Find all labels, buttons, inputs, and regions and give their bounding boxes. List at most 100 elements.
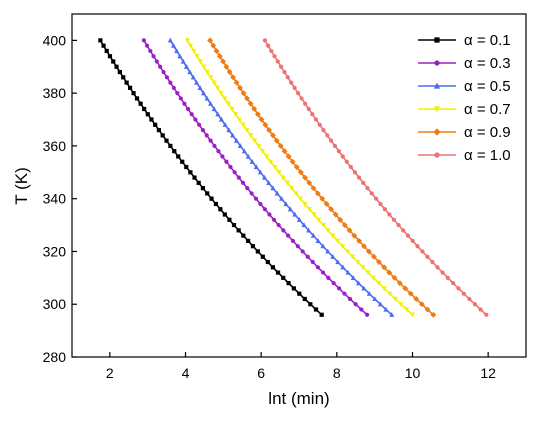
data-point bbox=[306, 106, 311, 112]
data-point bbox=[253, 196, 259, 201]
data-point bbox=[310, 112, 315, 117]
data-point bbox=[233, 137, 240, 143]
data-point bbox=[407, 290, 414, 297]
y-tick-label: 320 bbox=[43, 243, 67, 259]
data-point bbox=[220, 154, 225, 159]
legend-entry: α = 0.5 bbox=[418, 78, 511, 95]
data-point bbox=[404, 307, 410, 313]
legend-label: α = 1.0 bbox=[464, 147, 511, 164]
data-point bbox=[409, 312, 416, 318]
data-point bbox=[253, 164, 259, 170]
data-point bbox=[215, 111, 221, 117]
data-point bbox=[240, 122, 246, 128]
data-point bbox=[218, 91, 224, 96]
data-point bbox=[167, 37, 173, 43]
data-point bbox=[117, 69, 122, 75]
data-point bbox=[310, 232, 316, 238]
data-point bbox=[247, 100, 254, 107]
data-point bbox=[191, 48, 197, 54]
data-point bbox=[204, 95, 210, 101]
data-point bbox=[232, 170, 237, 175]
data-point bbox=[190, 74, 196, 80]
data-point bbox=[215, 85, 221, 91]
data-point bbox=[405, 233, 411, 238]
data-point bbox=[317, 122, 322, 127]
data-point bbox=[236, 175, 241, 180]
axes: 2 4 6 8 10 12 280 300 320 340 360 380 400 bbox=[43, 32, 497, 381]
data-point bbox=[153, 122, 158, 127]
legend-label: α = 0.1 bbox=[464, 32, 511, 49]
data-point bbox=[313, 117, 319, 122]
data-point bbox=[274, 190, 280, 196]
data-point bbox=[223, 63, 230, 70]
data-point bbox=[138, 101, 143, 106]
data-point bbox=[266, 180, 272, 185]
data-point bbox=[306, 179, 313, 186]
data-point bbox=[201, 90, 207, 96]
data-point bbox=[240, 180, 246, 185]
legend-entry: α = 0.3 bbox=[418, 55, 511, 72]
data-point bbox=[366, 290, 372, 296]
data-point bbox=[168, 80, 173, 85]
data-point bbox=[325, 133, 330, 138]
data-point bbox=[276, 222, 281, 228]
data-point bbox=[240, 90, 247, 97]
series-6 bbox=[262, 38, 489, 317]
data-point bbox=[286, 281, 291, 286]
data-point bbox=[295, 244, 300, 249]
data-point bbox=[194, 79, 200, 85]
y-tick-label: 360 bbox=[43, 138, 67, 154]
data-point bbox=[216, 149, 221, 154]
data-point bbox=[208, 75, 214, 81]
data-point bbox=[372, 296, 378, 302]
data-point bbox=[467, 296, 472, 302]
legend-label: α = 0.9 bbox=[464, 124, 511, 141]
data-point bbox=[296, 91, 301, 96]
data-point bbox=[381, 286, 387, 292]
data-point bbox=[345, 249, 351, 255]
legend-swatch-marker bbox=[434, 37, 440, 43]
data-point bbox=[185, 106, 191, 112]
data-point bbox=[268, 159, 274, 165]
data-point bbox=[171, 42, 177, 48]
data-point bbox=[321, 127, 326, 133]
data-point bbox=[233, 79, 240, 86]
data-point bbox=[192, 175, 197, 180]
data-point bbox=[293, 164, 300, 170]
data-point bbox=[204, 133, 209, 138]
data-point bbox=[319, 195, 326, 202]
data-point bbox=[237, 143, 243, 149]
data-point bbox=[302, 201, 308, 207]
data-point bbox=[236, 228, 241, 233]
data-point bbox=[360, 265, 366, 271]
data-point bbox=[401, 228, 406, 233]
data-point bbox=[141, 38, 146, 43]
data-point bbox=[184, 38, 190, 44]
data-point bbox=[226, 69, 233, 75]
data-point bbox=[320, 270, 326, 275]
data-point bbox=[389, 312, 395, 317]
data-point bbox=[361, 285, 367, 291]
x-tick-label: 4 bbox=[182, 365, 190, 381]
data-point bbox=[212, 143, 217, 149]
data-point bbox=[302, 174, 308, 181]
data-point bbox=[230, 132, 236, 138]
data-point bbox=[231, 222, 237, 228]
data-point bbox=[478, 307, 483, 312]
data-point bbox=[208, 138, 213, 143]
data-point bbox=[378, 201, 383, 207]
data-point bbox=[151, 54, 156, 59]
data-point bbox=[260, 149, 266, 154]
data-point bbox=[331, 281, 336, 286]
data-point bbox=[241, 148, 247, 154]
data-point bbox=[376, 259, 382, 265]
x-axis-label: lnt (min) bbox=[268, 389, 329, 408]
data-point bbox=[310, 185, 317, 192]
data-point bbox=[290, 238, 296, 244]
data-point bbox=[281, 228, 286, 233]
data-point bbox=[270, 185, 276, 191]
data-point bbox=[430, 311, 437, 318]
legend-entry: α = 0.9 bbox=[418, 124, 511, 141]
data-point bbox=[282, 69, 287, 75]
data-point bbox=[208, 100, 214, 106]
